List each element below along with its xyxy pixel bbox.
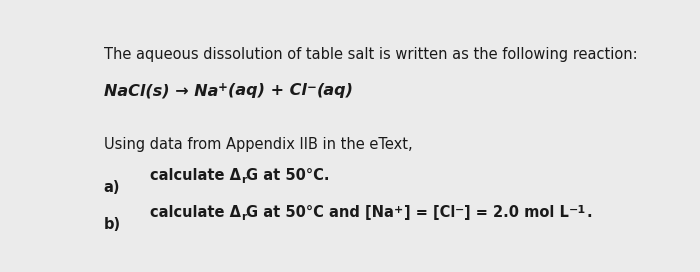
Text: (aq) + Cl: (aq) + Cl	[228, 84, 307, 98]
Text: −: −	[307, 82, 317, 94]
Text: +: +	[394, 205, 403, 215]
Text: b): b)	[104, 217, 121, 232]
Text: r: r	[241, 175, 246, 185]
Text: G at 50°C and [Na: G at 50°C and [Na	[246, 205, 394, 220]
Text: +: +	[218, 82, 228, 94]
Text: (aq): (aq)	[317, 84, 354, 98]
Text: NaCl(s) → Na: NaCl(s) → Na	[104, 84, 218, 98]
Text: .: .	[587, 205, 592, 220]
Text: −: −	[455, 205, 464, 215]
Text: Using data from Appendix IIB in the eText,: Using data from Appendix IIB in the eTex…	[104, 137, 412, 152]
Text: ] = 2.0 mol L: ] = 2.0 mol L	[464, 205, 569, 220]
Text: r: r	[241, 212, 246, 222]
Text: G at 50°C.: G at 50°C.	[246, 168, 330, 183]
Text: a): a)	[104, 180, 120, 195]
Text: −1: −1	[569, 205, 587, 215]
Text: ] = [Cl: ] = [Cl	[403, 205, 455, 220]
Text: calculate Δ: calculate Δ	[150, 205, 241, 220]
Text: calculate Δ: calculate Δ	[150, 168, 241, 183]
Text: The aqueous dissolution of table salt is written as the following reaction:: The aqueous dissolution of table salt is…	[104, 47, 638, 62]
